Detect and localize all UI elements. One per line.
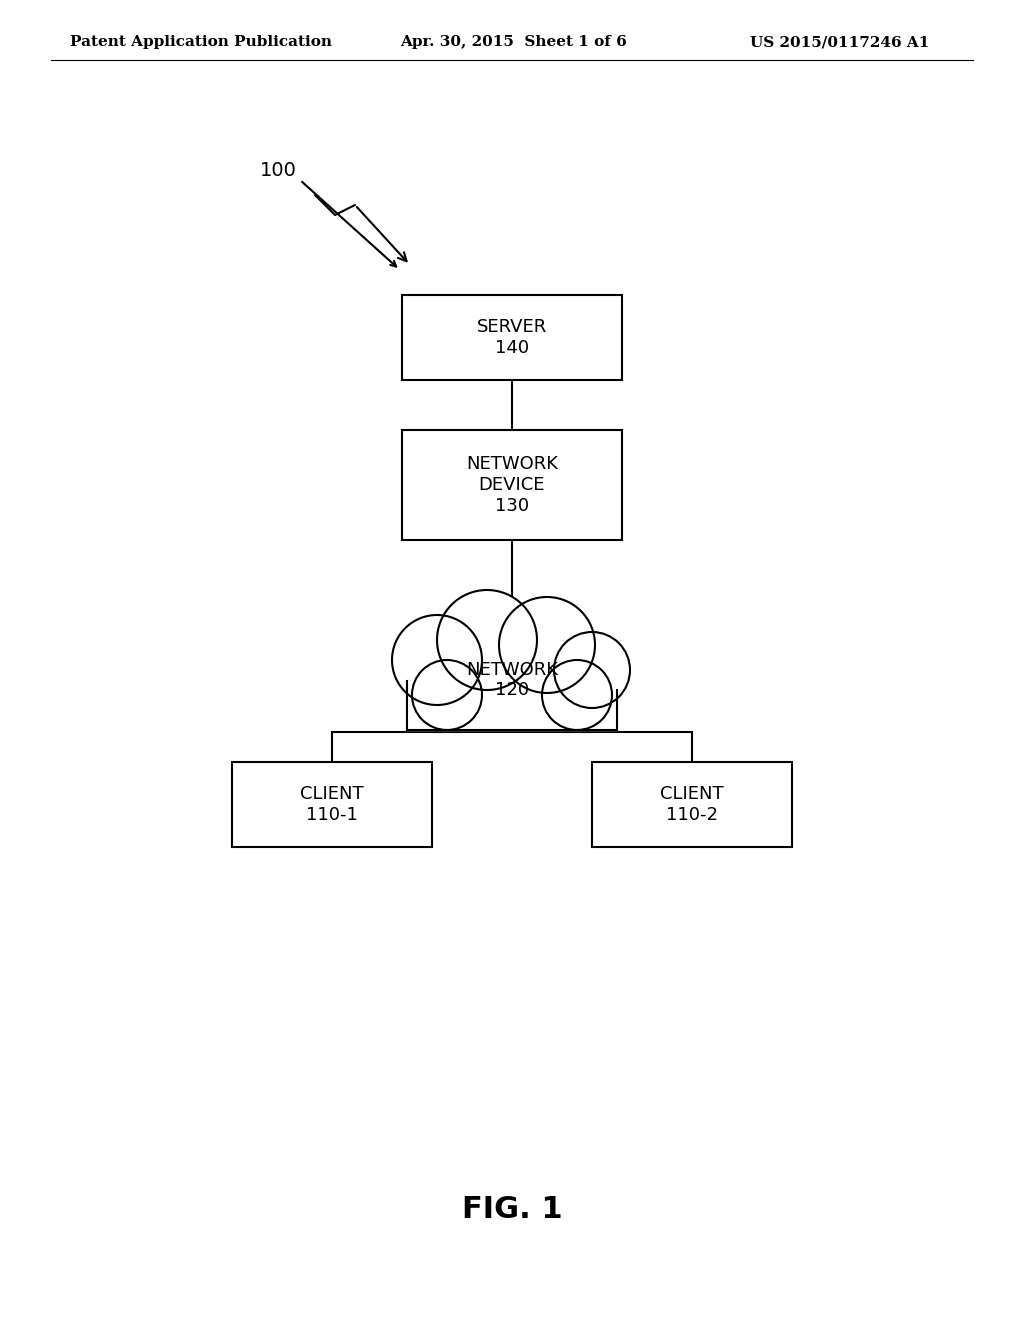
Text: CLIENT
110-2: CLIENT 110-2 (660, 785, 724, 824)
Text: NETWORK
DEVICE
130: NETWORK DEVICE 130 (466, 455, 558, 515)
Text: US 2015/0117246 A1: US 2015/0117246 A1 (750, 36, 930, 49)
FancyBboxPatch shape (232, 762, 432, 847)
Circle shape (542, 660, 612, 730)
Text: 100: 100 (260, 161, 297, 180)
FancyBboxPatch shape (402, 294, 622, 380)
Circle shape (437, 590, 537, 690)
Text: NETWORK
120: NETWORK 120 (466, 660, 558, 700)
Text: Patent Application Publication: Patent Application Publication (70, 36, 332, 49)
Circle shape (554, 632, 630, 708)
Text: FIG. 1: FIG. 1 (462, 1196, 562, 1225)
FancyBboxPatch shape (402, 430, 622, 540)
Circle shape (412, 660, 482, 730)
FancyBboxPatch shape (592, 762, 792, 847)
Text: Apr. 30, 2015  Sheet 1 of 6: Apr. 30, 2015 Sheet 1 of 6 (400, 36, 627, 49)
Circle shape (499, 597, 595, 693)
Text: CLIENT
110-1: CLIENT 110-1 (300, 785, 364, 824)
Text: SERVER
140: SERVER 140 (477, 318, 547, 356)
Circle shape (392, 615, 482, 705)
Bar (407, 680, 617, 730)
